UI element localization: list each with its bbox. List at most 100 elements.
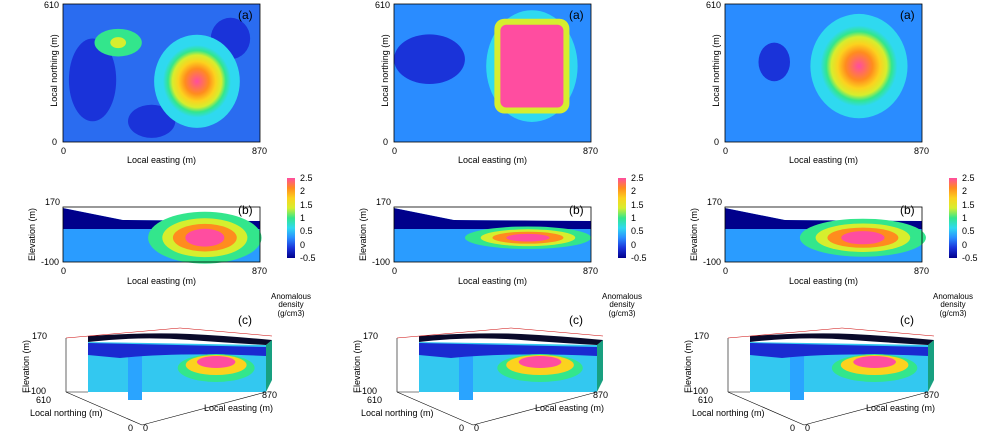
view3d-corner-strip — [790, 344, 804, 400]
plan-xlabel: Local easting (m) — [458, 155, 528, 165]
section-y-top: 170 — [707, 197, 723, 207]
plan-x-max: 870 — [583, 146, 599, 156]
plan-anomaly-core — [162, 45, 231, 118]
colorbar-tick-label: 0 — [631, 239, 637, 250]
colorbar-title-line: density — [609, 300, 635, 310]
colorbar-tick-label: -0.5 — [962, 253, 978, 263]
section-y-bottom: -100 — [703, 257, 722, 267]
section-tag: (b) — [900, 203, 915, 217]
view3d-east-max: 870 — [924, 390, 940, 400]
view3d-axis-line — [396, 391, 474, 426]
view3d-east-min: 0 — [805, 423, 811, 433]
view3d-tag: (c) — [900, 313, 914, 327]
plan-tag: (a) — [569, 8, 584, 22]
section-y-top: 170 — [376, 197, 392, 207]
view3d-z-top: 170 — [694, 331, 710, 341]
view3d-north-max: 610 — [36, 395, 52, 405]
colorbar-title: Anomalous density (g/cm3) — [266, 292, 316, 318]
colorbar-tick-label: 0 — [962, 239, 968, 250]
view3d-axis-line — [65, 391, 143, 426]
low-density-patch — [128, 104, 176, 138]
view3d-axis-line — [472, 391, 598, 426]
low-density-patch — [68, 38, 117, 122]
section-x-max: 870 — [914, 266, 930, 276]
colorbar-gradient — [949, 178, 957, 258]
colorbar-tick-label: 1.5 — [631, 199, 644, 210]
section-tag: (b) — [569, 203, 584, 217]
section-y-top: 170 — [45, 197, 61, 207]
plan-map-svg — [393, 3, 592, 143]
plan-frame — [393, 3, 592, 143]
plan-y-min: 0 — [714, 137, 720, 147]
view3d-side-face — [597, 340, 603, 392]
view3d-north-min: 0 — [128, 423, 134, 433]
colorbar-tick-label: 1.5 — [300, 199, 313, 210]
section-x-max: 870 — [583, 266, 599, 276]
colorbar-tick-label: 2 — [300, 186, 306, 197]
colorbar-tick-label: 2 — [631, 186, 637, 197]
view3d-east-label: Local easting (m) — [204, 403, 274, 413]
plan-x-max: 870 — [914, 146, 930, 156]
section-svg — [62, 206, 262, 264]
view3d-corner-strip — [128, 344, 142, 400]
colorbar-title-line: (g/cm3) — [277, 308, 305, 318]
view3d-top-edge — [727, 327, 843, 339]
view3d-east-label: Local easting (m) — [866, 403, 936, 413]
section-svg — [724, 206, 926, 263]
colorbar-tick-label: 2.5 — [631, 173, 644, 183]
view3d-z-bottom: -100 — [359, 386, 378, 396]
view3d-surface-band — [419, 343, 597, 358]
colorbar-tick-label: 0 — [300, 239, 306, 250]
plan-y-min: 0 — [52, 137, 58, 147]
view3d-z-bottom: -100 — [690, 386, 709, 396]
view3d-north-label: Local northing (m) — [361, 408, 434, 418]
section-svg — [393, 206, 592, 263]
view3d-core — [196, 356, 236, 368]
view3d-top-surface — [88, 333, 272, 345]
view3d-core — [518, 356, 562, 368]
colorbar-title-line: (g/cm3) — [608, 308, 636, 318]
plan-xlabel: Local easting (m) — [127, 155, 197, 165]
colorbar-gradient — [618, 178, 626, 258]
plan-map-svg — [62, 3, 261, 143]
colorbar-svg — [949, 178, 957, 258]
plan-frame — [724, 3, 923, 143]
view3d-z-top: 170 — [363, 331, 379, 341]
section-x-min: 0 — [392, 266, 398, 276]
plan-y-min: 0 — [383, 137, 389, 147]
view3d-top-edge — [396, 327, 512, 339]
view3d-axis-line — [727, 391, 805, 426]
view3d-north-min: 0 — [790, 423, 796, 433]
section-frame — [62, 206, 261, 263]
view3d-core — [853, 356, 896, 368]
section-above-topo — [725, 207, 922, 221]
plan-tag: (a) — [900, 8, 915, 22]
view3d-top-surface — [419, 333, 603, 345]
view3d-top-edge — [179, 327, 273, 337]
view3d-z-top: 170 — [32, 331, 48, 341]
section-xlabel: Local easting (m) — [458, 276, 528, 286]
view3d-north-max: 610 — [698, 395, 714, 405]
view3d-side-face — [928, 340, 934, 392]
section-core — [841, 231, 885, 245]
view3d-north-label: Local northing (m) — [692, 408, 765, 418]
view3d-top-edge — [510, 327, 604, 337]
colorbar-tick-label: 0.5 — [300, 226, 313, 237]
colorbar-title-line: density — [940, 300, 966, 310]
view3d-east-min: 0 — [474, 423, 480, 433]
colorbar-title-line: Anomalous — [601, 292, 643, 301]
view3d-north-min: 0 — [459, 423, 465, 433]
view3d-tag: (c) — [569, 313, 583, 327]
colorbar-tick-label: 0.5 — [631, 226, 644, 237]
plan-y-max: 610 — [44, 0, 60, 10]
plan-x-min: 0 — [723, 146, 729, 156]
section-y-bottom: -100 — [372, 257, 391, 267]
view3d-top-edge — [65, 327, 181, 339]
plan-tag: (a) — [238, 8, 253, 22]
low-density-patch — [758, 42, 791, 82]
plan-minor-anomaly-core — [110, 37, 127, 49]
view3d-north-max: 610 — [367, 395, 383, 405]
colorbar-tick-label: 1 — [631, 213, 637, 223]
colorbar-title: Anomalous density (g/cm3) — [928, 292, 978, 318]
section-tag: (b) — [238, 203, 253, 217]
